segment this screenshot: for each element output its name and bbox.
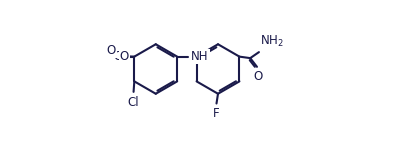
Text: O: O [119,50,128,63]
Text: O: O [113,50,123,63]
Text: F: F [212,107,219,120]
Text: O: O [106,44,115,57]
Text: NH: NH [191,50,208,63]
Text: NH$_2$: NH$_2$ [259,34,283,49]
Text: Cl: Cl [127,96,138,109]
Text: O: O [253,70,262,83]
